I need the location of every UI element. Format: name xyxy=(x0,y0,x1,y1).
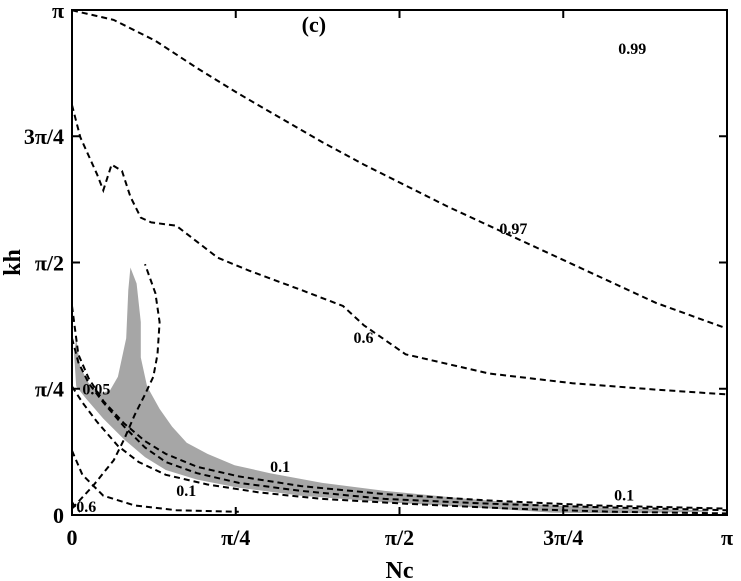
plot-area xyxy=(74,267,708,514)
axis-ticks: 0 π/4 π/2 3π/4 π 0 π/4 π/2 3π/4 π xyxy=(24,0,733,550)
contour-label-0: 0.99 xyxy=(618,41,646,58)
x-tick-label-4: π xyxy=(721,525,733,550)
contour-label-3: 0.1 xyxy=(270,459,290,476)
contour-label-1: 0.97 xyxy=(499,221,527,238)
contour-line-1 xyxy=(71,104,727,396)
contour-line-4 xyxy=(71,337,727,512)
contour-line-7 xyxy=(71,501,81,513)
contour-labels: 0.99 0.97 0.6 0.1 0.1 0.05 0.1 0.6 xyxy=(76,41,646,516)
contour-line-0 xyxy=(71,9,728,330)
contour-label-2: 0.6 xyxy=(354,330,374,347)
x-tick-label-3: 3π/4 xyxy=(543,525,583,550)
contour-lines xyxy=(71,9,728,515)
contour-label-7: 0.6 xyxy=(76,499,96,516)
contour-line-3 xyxy=(71,305,727,510)
contour-label-6: 0.1 xyxy=(176,483,196,500)
contour-label-5: 0.05 xyxy=(82,382,110,399)
contour-line-5 xyxy=(71,385,727,515)
y-axis-label: kh xyxy=(0,249,26,276)
contour-line-2 xyxy=(71,263,161,510)
x-tick-label-1: π/4 xyxy=(221,525,250,550)
y-tick-label-3: 3π/4 xyxy=(24,124,64,149)
y-tick-label-4: π xyxy=(52,0,64,23)
x-axis-label: Nc xyxy=(386,558,414,581)
contour-label-4: 0.1 xyxy=(614,488,634,505)
x-tick-label-2: π/2 xyxy=(385,525,414,550)
contour-line-6 xyxy=(71,450,239,513)
y-tick-label-2: π/2 xyxy=(35,250,64,275)
y-tick-label-1: π/4 xyxy=(35,377,64,402)
y-tick-label-0: 0 xyxy=(53,503,64,528)
shaded-region xyxy=(74,267,708,514)
panel-label: (c) xyxy=(302,12,326,37)
x-tick-label-0: 0 xyxy=(67,525,78,550)
